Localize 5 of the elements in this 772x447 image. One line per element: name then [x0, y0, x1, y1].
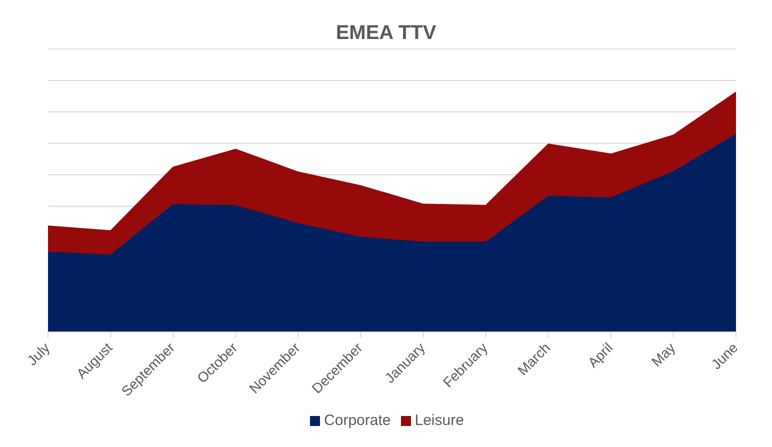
legend-label: Corporate [324, 412, 391, 429]
x-tick-label: May [648, 339, 678, 370]
legend-label: Leisure [414, 412, 464, 429]
x-tick-label: July [24, 339, 53, 368]
chart-title: EMEA TTV [334, 21, 438, 45]
